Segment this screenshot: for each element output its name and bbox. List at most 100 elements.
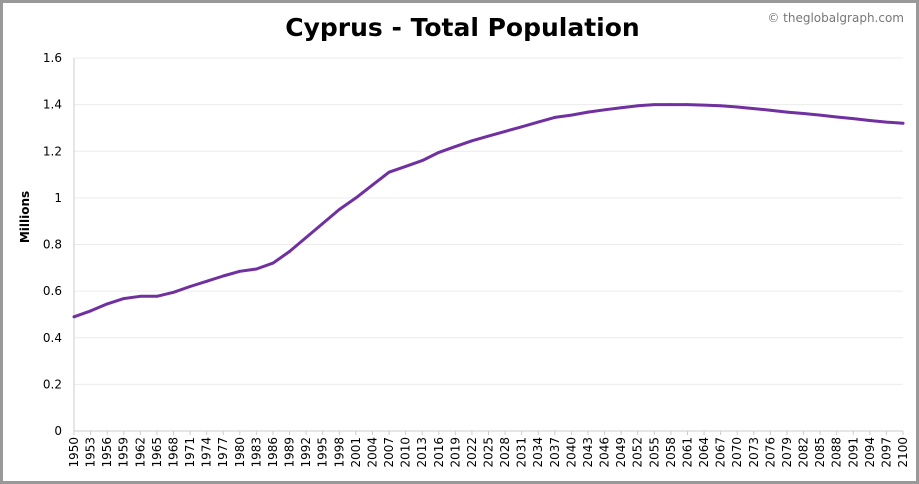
data-point xyxy=(155,294,159,298)
data-point xyxy=(835,115,839,119)
data-point xyxy=(785,110,789,114)
x-tick-label: 1956 xyxy=(100,437,114,468)
data-point xyxy=(603,108,606,112)
x-tick-label: 2010 xyxy=(399,437,413,468)
x-tick-label: 2022 xyxy=(465,437,479,468)
data-point xyxy=(172,290,175,294)
data-point xyxy=(453,145,457,148)
x-tick-label: 1974 xyxy=(200,437,214,468)
y-tick-label: 0.2 xyxy=(43,377,62,391)
data-point xyxy=(768,108,772,112)
x-tick-label: 1962 xyxy=(133,437,147,468)
data-point xyxy=(520,125,524,129)
x-tick-label: 1992 xyxy=(299,437,313,468)
data-point xyxy=(802,112,805,115)
data-point xyxy=(570,113,573,117)
line-chart: 0 0.2 0.4 0.6 0.8 1 1.2 1.4 1.6 1950 1953 1956 1959… xyxy=(43,51,910,468)
data-point xyxy=(470,139,474,143)
data-point xyxy=(487,134,490,138)
data-point xyxy=(387,170,391,174)
x-tick-label: 2061 xyxy=(680,437,694,468)
x-tick-label: 2067 xyxy=(714,437,728,468)
x-tick-labels: 1950 1953 1956 1959 1962 1965 1968 1971 1974 1977… xyxy=(67,437,910,468)
y-tick-label: 1.4 xyxy=(43,98,62,112)
x-tick-label: 2085 xyxy=(813,437,827,468)
data-point xyxy=(221,274,225,278)
y-tick-label: 0 xyxy=(54,424,62,438)
data-point xyxy=(669,103,673,107)
x-tick-label: 2076 xyxy=(763,437,777,468)
data-point xyxy=(437,151,441,154)
x-tick-label: 1953 xyxy=(84,437,98,468)
x-tick-label: 2001 xyxy=(349,437,363,468)
x-tick-label: 2043 xyxy=(581,437,595,468)
data-point xyxy=(205,279,209,283)
data-point xyxy=(652,103,656,107)
x-tick-label: 2052 xyxy=(631,437,645,468)
x-tick-label: 2007 xyxy=(382,437,396,468)
x-tick-label: 2040 xyxy=(564,437,578,468)
y-tick-label: 1.2 xyxy=(43,144,62,158)
gridlines xyxy=(74,57,903,385)
x-tick-label: 2100 xyxy=(896,437,910,468)
data-point xyxy=(254,267,258,271)
x-tick-label: 2034 xyxy=(531,437,545,468)
x-tick-label: 2046 xyxy=(598,437,612,468)
x-tick-label: 2049 xyxy=(614,437,628,468)
data-point xyxy=(503,130,507,133)
x-tick-label: 1965 xyxy=(150,437,164,468)
data-point xyxy=(719,104,723,108)
x-tick-label: 1950 xyxy=(67,437,81,468)
x-tick-label: 1977 xyxy=(216,437,230,468)
data-point xyxy=(188,285,192,288)
x-tick-label: 1968 xyxy=(166,437,180,468)
axes xyxy=(73,58,904,435)
data-point xyxy=(337,208,341,211)
x-tick-label: 2055 xyxy=(647,437,661,468)
chart-title: Cyprus - Total Population xyxy=(285,13,640,42)
data-point xyxy=(271,261,275,265)
data-point xyxy=(321,222,325,225)
y-tick-label: 0.8 xyxy=(43,238,62,252)
data-point xyxy=(686,103,689,107)
data-point xyxy=(868,119,872,122)
y-tick-label: 0.4 xyxy=(43,331,62,345)
x-tick-label: 2019 xyxy=(448,437,462,468)
x-tick-label: 2088 xyxy=(830,437,844,468)
x-tick-label: 2094 xyxy=(863,437,877,468)
data-point xyxy=(354,196,358,200)
data-point xyxy=(702,103,706,107)
data-point xyxy=(371,183,374,187)
x-tick-label: 2013 xyxy=(415,437,429,468)
y-tick-label: 1 xyxy=(54,191,62,205)
data-point xyxy=(901,121,905,125)
data-point xyxy=(619,106,623,110)
x-tick-label: 2073 xyxy=(747,437,761,468)
data-point xyxy=(818,113,822,117)
data-point xyxy=(138,294,142,298)
credit-text: © theglobalgraph.com xyxy=(767,11,904,25)
y-tick-label: 1.6 xyxy=(43,51,62,65)
x-tick-label: 2097 xyxy=(879,437,893,468)
y-tick-label: 0.6 xyxy=(43,284,62,298)
x-tick-label: 2025 xyxy=(482,437,496,468)
series xyxy=(72,103,905,319)
x-tick-label: 1998 xyxy=(332,437,346,468)
x-tick-label: 2037 xyxy=(548,437,562,468)
x-tick-label: 2016 xyxy=(432,437,446,468)
data-point xyxy=(536,120,540,124)
x-tick-label: 2031 xyxy=(515,437,529,468)
data-point xyxy=(851,117,855,121)
x-tick-label: 1971 xyxy=(183,437,197,468)
data-point xyxy=(288,250,291,253)
x-tick-label: 1980 xyxy=(233,437,247,468)
data-point xyxy=(885,120,888,124)
x-tick-label: 2070 xyxy=(730,437,744,468)
x-tick-label: 2064 xyxy=(697,437,711,468)
data-point xyxy=(735,105,739,109)
x-tick-label: 2028 xyxy=(498,437,512,468)
data-point xyxy=(553,116,557,119)
data-point xyxy=(586,110,590,114)
x-tick-label: 2058 xyxy=(664,437,678,468)
